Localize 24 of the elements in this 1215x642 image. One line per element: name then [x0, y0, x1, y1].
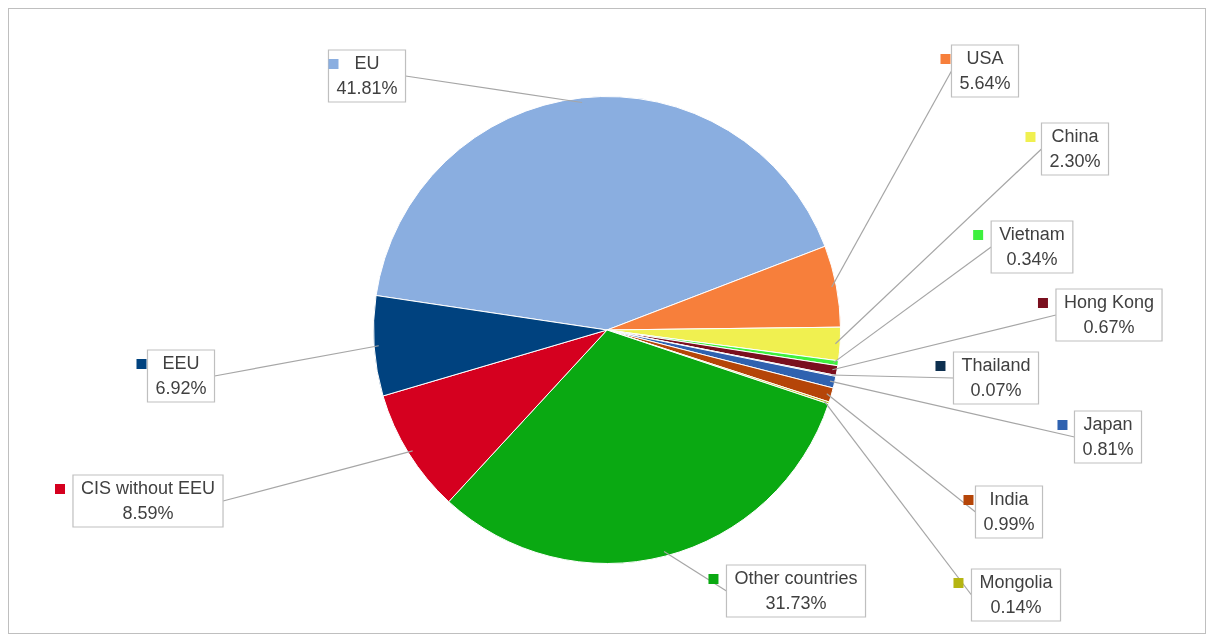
legend-label: Vietnam [999, 223, 1065, 244]
legend-label: Japan [1083, 413, 1133, 434]
legend-label: USA [966, 47, 1004, 68]
data-label: 41.81% [336, 77, 398, 98]
data-label: 0.67% [1083, 316, 1135, 337]
legend-label: EEU [162, 352, 200, 373]
data-label: 0.14% [990, 596, 1042, 617]
legend-label: India [989, 488, 1030, 509]
data-label: 0.07% [970, 379, 1022, 400]
legend-label: EU [354, 52, 380, 73]
data-label: 0.81% [1082, 438, 1134, 459]
data-label: 0.34% [1006, 248, 1058, 269]
data-label: 6.92% [155, 377, 207, 398]
data-label: 31.73% [765, 592, 827, 613]
legend-label: CIS without EEU [80, 477, 216, 498]
data-label: 2.30% [1049, 150, 1101, 171]
legend-label: China [1051, 125, 1100, 146]
data-label: 8.59% [122, 502, 174, 523]
data-label: 5.64% [959, 72, 1011, 93]
legend-label: Mongolia [979, 571, 1054, 592]
data-label: 0.99% [983, 513, 1035, 534]
legend-label: Thailand [961, 354, 1031, 375]
legend-label: Hong Kong [1063, 291, 1155, 312]
legend-label: Other countries [734, 567, 858, 588]
